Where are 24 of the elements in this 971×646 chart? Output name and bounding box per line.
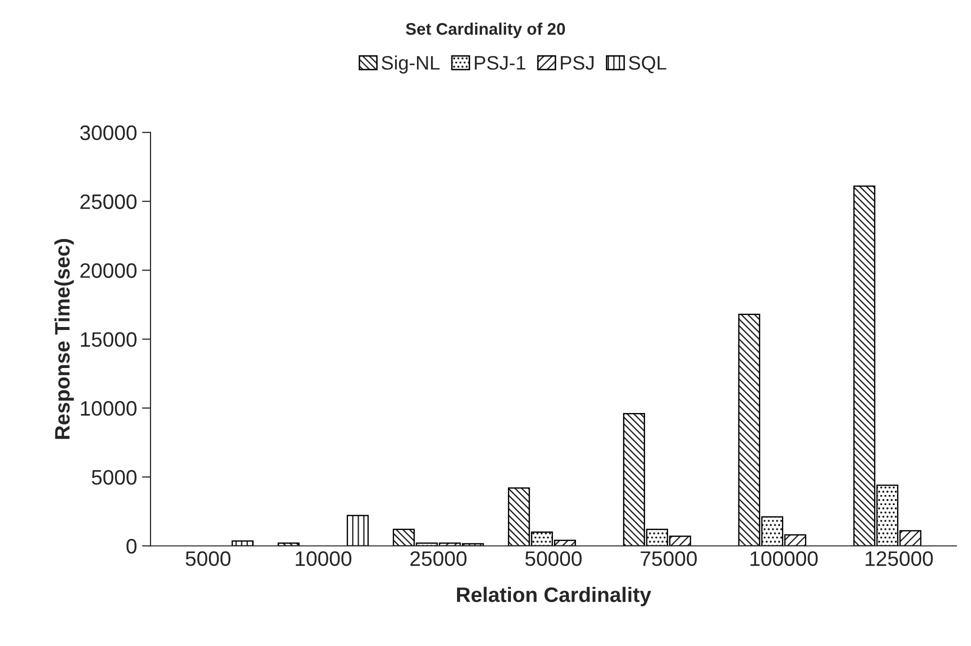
x-tick-label: 100000 <box>750 551 818 566</box>
x-axis-title: Relation Cardinality <box>457 586 652 606</box>
x-tick-label: 50000 <box>525 551 582 566</box>
x-tick-label: 125000 <box>866 551 933 566</box>
legend-label: PSJ <box>560 56 594 70</box>
chart-title: Set Cardinality of 20 <box>406 22 565 38</box>
x-tick-label: 25000 <box>410 551 466 566</box>
y-axis-title: Response Time(sec) <box>54 239 74 439</box>
y-tick-label: 5000 <box>92 470 136 485</box>
bar <box>278 542 300 546</box>
y-tick-label: 10000 <box>80 401 136 416</box>
x-tick-label: 5000 <box>186 551 230 566</box>
legend-label: Sig-NL <box>382 55 440 74</box>
legend-label: SQL <box>628 56 666 74</box>
legend-label: PSJ-1 <box>474 56 526 70</box>
y-tick-label: 15000 <box>80 332 136 347</box>
x-tick-label: 75000 <box>640 551 697 566</box>
bar <box>346 514 369 546</box>
x-tick-label: 10000 <box>296 551 352 566</box>
y-tick-label: 25000 <box>80 194 136 210</box>
y-tick-label: 0 <box>126 538 136 554</box>
y-tick-label: 20000 <box>80 263 136 278</box>
y-tick-label: 30000 <box>80 125 136 140</box>
bar <box>232 540 254 546</box>
